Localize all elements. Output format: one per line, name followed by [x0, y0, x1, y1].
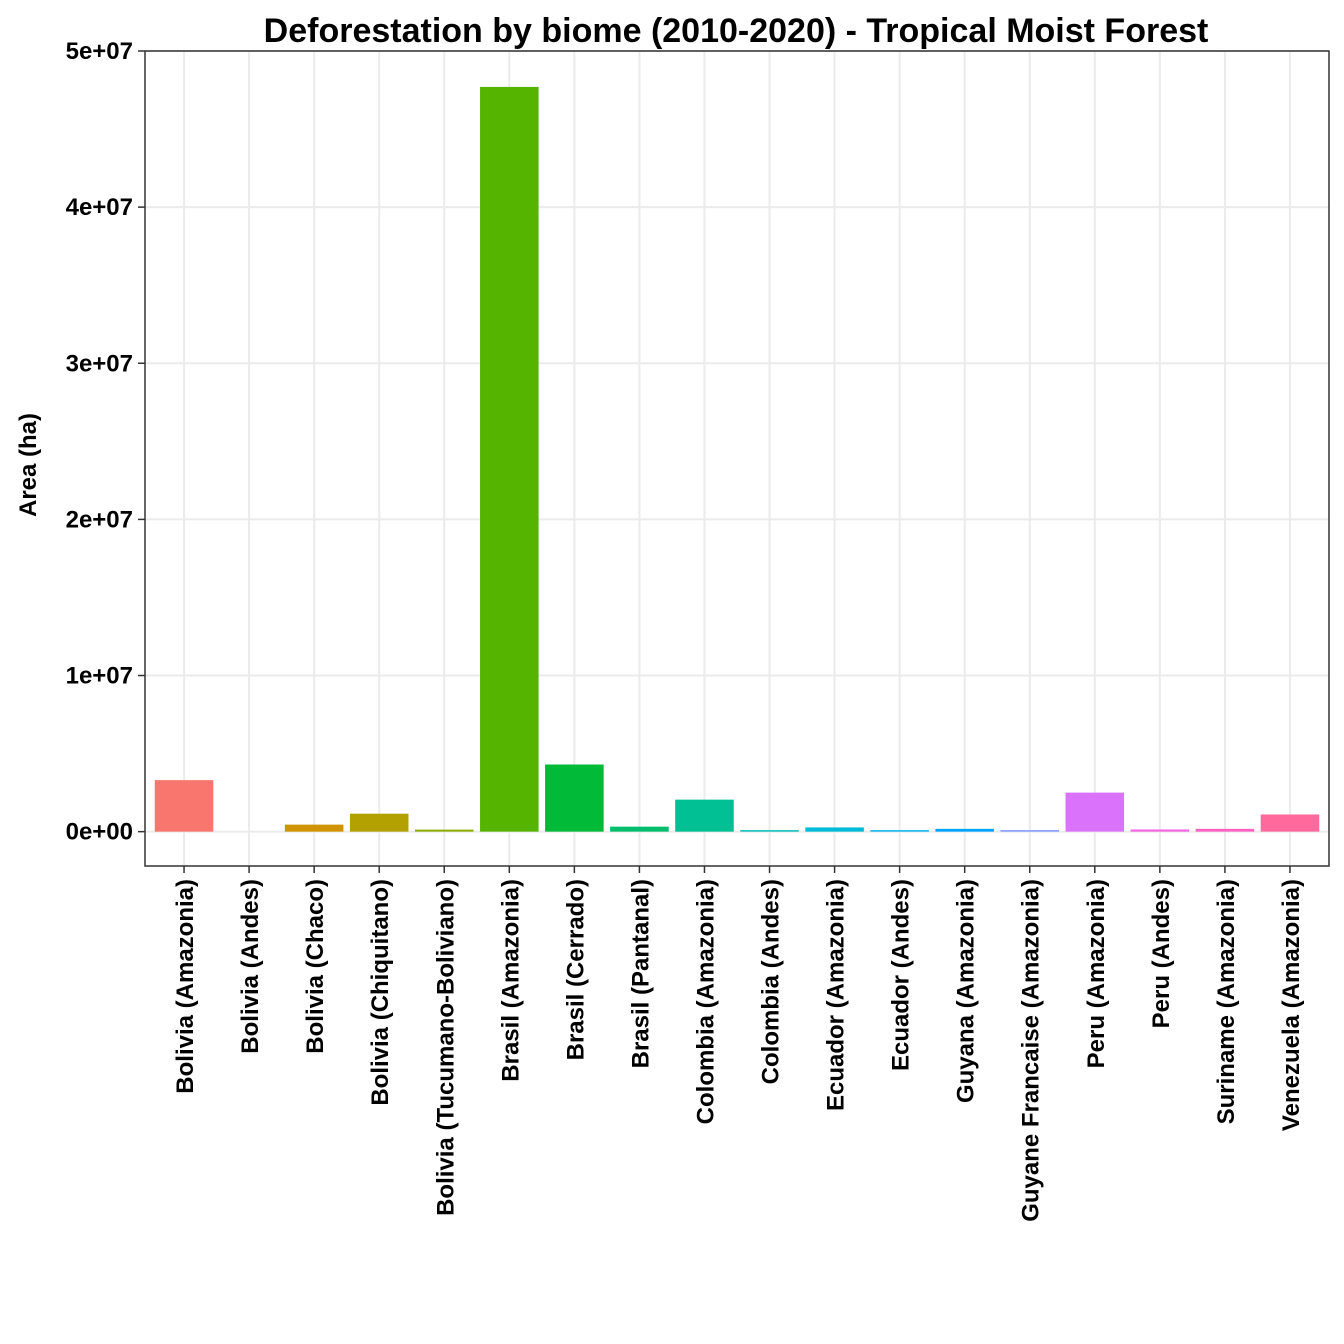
bar — [1195, 828, 1255, 832]
bar — [935, 828, 994, 832]
x-tick-label: Ecuador (Andes) — [888, 879, 915, 1071]
x-tick-label: Brasil (Pantanal) — [627, 879, 654, 1068]
y-tick-label: 2e+07 — [66, 506, 133, 533]
x-tick-label: Brasil (Amazonia) — [497, 879, 524, 1082]
x-axis-ticks: Bolivia (Amazonia) Bolivia (Andes) Bolivia… — [172, 866, 1305, 1222]
x-tick-label: Bolivia (Andes) — [237, 879, 264, 1054]
bar — [349, 813, 409, 832]
x-tick-label: Venezuela (Amazonia) — [1278, 879, 1305, 1131]
bar — [675, 799, 734, 832]
bar — [740, 830, 799, 832]
x-tick-label: Bolivia (Chiquitano) — [367, 879, 394, 1106]
bar — [870, 830, 929, 832]
bar — [1130, 829, 1190, 832]
x-tick-label: Bolivia (Chaco) — [302, 879, 329, 1054]
y-tick-label: 3e+07 — [66, 350, 133, 377]
x-tick-label: Brasil (Cerrado) — [562, 879, 589, 1060]
y-axis-ticks: 0e+00 1e+07 2e+07 3e+07 4e+07 5e+07 — [66, 38, 145, 846]
x-tick-label: Bolivia (Tucumano-Boliviano) — [432, 879, 459, 1216]
x-tick-label: Guyana (Amazonia) — [953, 879, 980, 1103]
bar — [154, 780, 214, 832]
bar — [1000, 830, 1060, 832]
grid-lines — [145, 50, 1329, 866]
bar — [1065, 792, 1125, 832]
x-tick-label: Peru (Andes) — [1148, 879, 1175, 1028]
bars — [154, 86, 1320, 832]
x-tick-label: Guyane Francaise (Amazonia) — [1018, 879, 1045, 1222]
y-tick-label: 1e+07 — [66, 663, 133, 690]
bar — [805, 827, 864, 832]
plot-panel-border — [144, 50, 1330, 867]
x-tick-label: Ecuador (Amazonia) — [823, 879, 850, 1111]
bar — [610, 826, 669, 832]
y-tick-label: 5e+07 — [66, 38, 133, 65]
x-tick-label: Colombia (Amazonia) — [692, 879, 719, 1124]
y-axis-title: Area (ha) — [15, 413, 42, 517]
bar — [284, 824, 344, 832]
x-tick-label: Suriname (Amazonia) — [1213, 879, 1240, 1124]
bar — [545, 764, 604, 832]
y-tick-label: 4e+07 — [66, 194, 133, 221]
bar — [414, 829, 474, 832]
x-tick-label: Bolivia (Amazonia) — [172, 879, 199, 1094]
y-tick-label: 0e+00 — [66, 819, 133, 846]
x-tick-label: Peru (Amazonia) — [1083, 879, 1110, 1068]
bar — [1260, 814, 1320, 832]
x-tick-label: Colombia (Andes) — [758, 879, 785, 1084]
bar — [480, 86, 539, 832]
chart-title: Deforestation by biome (2010-2020) - Tro… — [264, 12, 1209, 50]
